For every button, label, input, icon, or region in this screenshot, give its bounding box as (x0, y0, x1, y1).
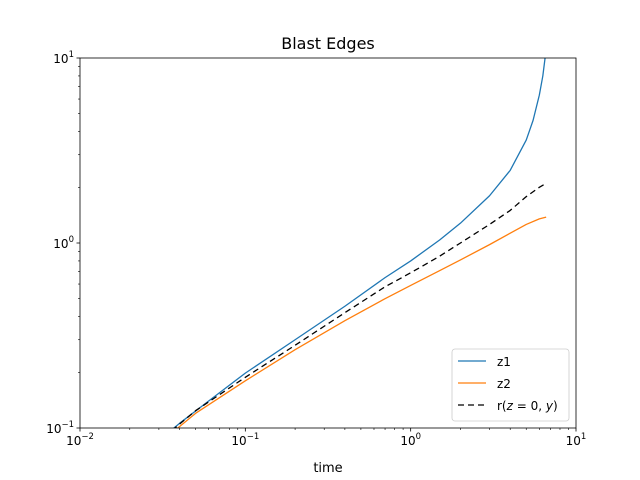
plot-series (172, 58, 547, 428)
x-tick-label-0: 10−2 (66, 432, 94, 448)
legend-label-1: z2 (497, 377, 511, 391)
legend-box (451, 348, 570, 422)
x-tick-label-2: 100 (400, 432, 421, 448)
x-axis: 10−2 10−1 100 101 (66, 428, 586, 448)
legend-label-2: r(z = 0, y) (497, 399, 558, 413)
series-line-z2 (176, 216, 547, 428)
legend: z1 z2 r(z = 0, y) (451, 348, 570, 422)
chart-title: Blast Edges (281, 34, 375, 53)
y-tick-label-2: 101 (53, 50, 74, 66)
x-tick-label-1: 10−1 (231, 432, 259, 448)
x-tick-label-3: 101 (566, 432, 587, 448)
x-axis-label: time (313, 461, 342, 476)
series-line-r-z-0-y- (173, 182, 547, 428)
y-tick-label-1: 100 (53, 235, 74, 251)
series-line-z1 (172, 58, 546, 428)
legend-label-0: z1 (497, 355, 511, 369)
